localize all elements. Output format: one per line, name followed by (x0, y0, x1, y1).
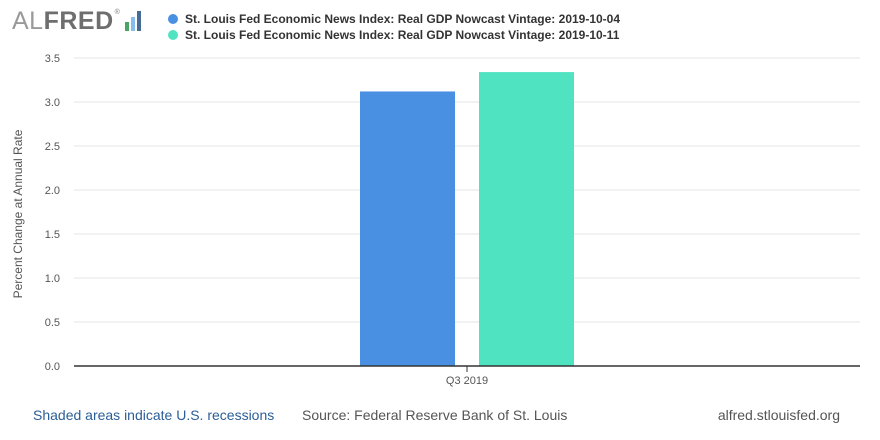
legend-label-series-2: St. Louis Fed Economic News Index: Real … (185, 28, 620, 42)
logo-text: ALFRED® (12, 6, 121, 35)
y-axis-title: Percent Change at Annual Rate (11, 129, 25, 298)
y-tick-label: 0.0 (45, 361, 60, 373)
gridlines (74, 57, 860, 323)
chart-plot: 0.0 0.5 1.0 1.5 2.0 2.5 3.0 3.5 Q3 2019 Percent … (11, 53, 860, 387)
legend-swatch-series-2 (168, 30, 178, 40)
y-tick-label: 3.0 (45, 97, 60, 109)
logo-text-fred: FRED (43, 6, 114, 35)
legend-swatch-series-1 (168, 14, 178, 24)
alfred-logo[interactable]: ALFRED® (12, 6, 142, 36)
logo-text-al: AL (12, 6, 44, 35)
bar-series-2[interactable] (479, 72, 574, 366)
recessions-note-link[interactable]: Shaded areas indicate U.S. recessions (33, 407, 275, 423)
y-tick-label: 1.0 (45, 273, 60, 285)
logo-bar (131, 17, 136, 31)
y-tick-label: 1.5 (45, 229, 60, 241)
site-credit: alfred.stlouisfed.org (717, 407, 840, 423)
legend-item-series-1[interactable]: St. Louis Fed Economic News Index: Real … (168, 11, 620, 27)
x-tick-label: Q3 2019 (446, 375, 488, 387)
legend-item-series-2[interactable]: St. Louis Fed Economic News Index: Real … (168, 27, 620, 43)
chart-legend: St. Louis Fed Economic News Index: Real … (168, 11, 620, 43)
source-note: Source: Federal Reserve Bank of St. Loui… (302, 407, 568, 423)
y-tick-label: 2.5 (45, 141, 60, 153)
axes: 0.0 0.5 1.0 1.5 2.0 2.5 3.0 3.5 Q3 2019 (45, 53, 860, 387)
bar-series-1[interactable] (360, 91, 455, 366)
y-tick-label: 2.0 (45, 185, 60, 197)
logo-bar (137, 11, 142, 31)
logo-bar (125, 22, 130, 31)
bars (360, 72, 574, 366)
legend-label-series-1: St. Louis Fed Economic News Index: Real … (185, 12, 621, 26)
y-tick-label: 3.5 (45, 53, 60, 65)
y-tick-label: 0.5 (45, 317, 60, 329)
bar-chart-icon (125, 11, 142, 31)
registered-mark: ® (114, 8, 121, 16)
